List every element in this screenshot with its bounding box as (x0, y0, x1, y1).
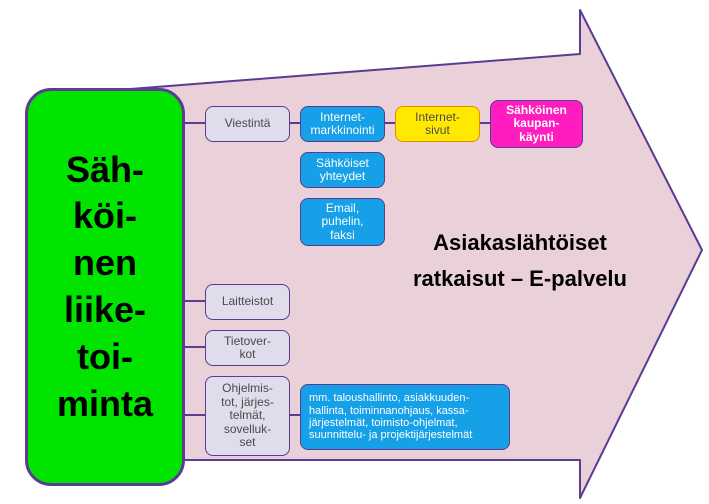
connector-line (185, 300, 205, 302)
node-laitteistot: Laitteistot (205, 284, 290, 320)
connector-line (185, 122, 205, 124)
node-email-puhelin-faksi: Email,puhelin,faksi (300, 198, 385, 246)
connector-line (185, 346, 205, 348)
node-label: Internet-sivut (415, 111, 460, 138)
node-internet-markkinointi: Internet-markkinointi (300, 106, 385, 142)
node-ohjelmistot: Ohjelmis-tot, järjes-telmät,sovelluk-set (205, 376, 290, 456)
node-sahk-yhteydet: Sähköisetyhteydet (300, 152, 385, 188)
node-label: Internet-markkinointi (310, 111, 374, 138)
connector-line (290, 414, 300, 416)
node-label: Ohjelmis-tot, järjes-telmät,sovelluk-set (221, 382, 274, 449)
node-mm-details: mm. taloushallinto, asiakkuuden-hallinta… (300, 384, 510, 450)
connector-line (185, 414, 205, 416)
node-label: Laitteistot (222, 295, 273, 308)
node-viestinta: Viestintä (205, 106, 290, 142)
node-label: Sähköisetyhteydet (316, 157, 369, 184)
main-topic-label: Säh-köi-nenliike-toi-minta (57, 147, 153, 428)
connector-line (290, 122, 300, 124)
node-label: Sähköinenkaupan-käynti (506, 104, 567, 144)
heading-line2: ratkaisut – E-palvelu (400, 266, 640, 292)
node-label: mm. taloushallinto, asiakkuuden-hallinta… (309, 392, 472, 441)
node-tietoverkot: Tietover-kot (205, 330, 290, 366)
heading-line1: Asiakaslähtöiset (400, 230, 640, 256)
node-label: Viestintä (225, 117, 271, 130)
node-internet-sivut: Internet-sivut (395, 106, 480, 142)
node-label: Tietover-kot (224, 335, 271, 362)
node-sahk-kaupankaynti: Sähköinenkaupan-käynti (490, 100, 583, 148)
main-topic-box: Säh-köi-nenliike-toi-minta (25, 88, 185, 486)
connector-line (385, 122, 395, 124)
diagram-canvas: Säh-köi-nenliike-toi-minta Viestintä Int… (0, 0, 709, 504)
node-label: Email,puhelin,faksi (321, 202, 363, 242)
connector-line (480, 122, 490, 124)
